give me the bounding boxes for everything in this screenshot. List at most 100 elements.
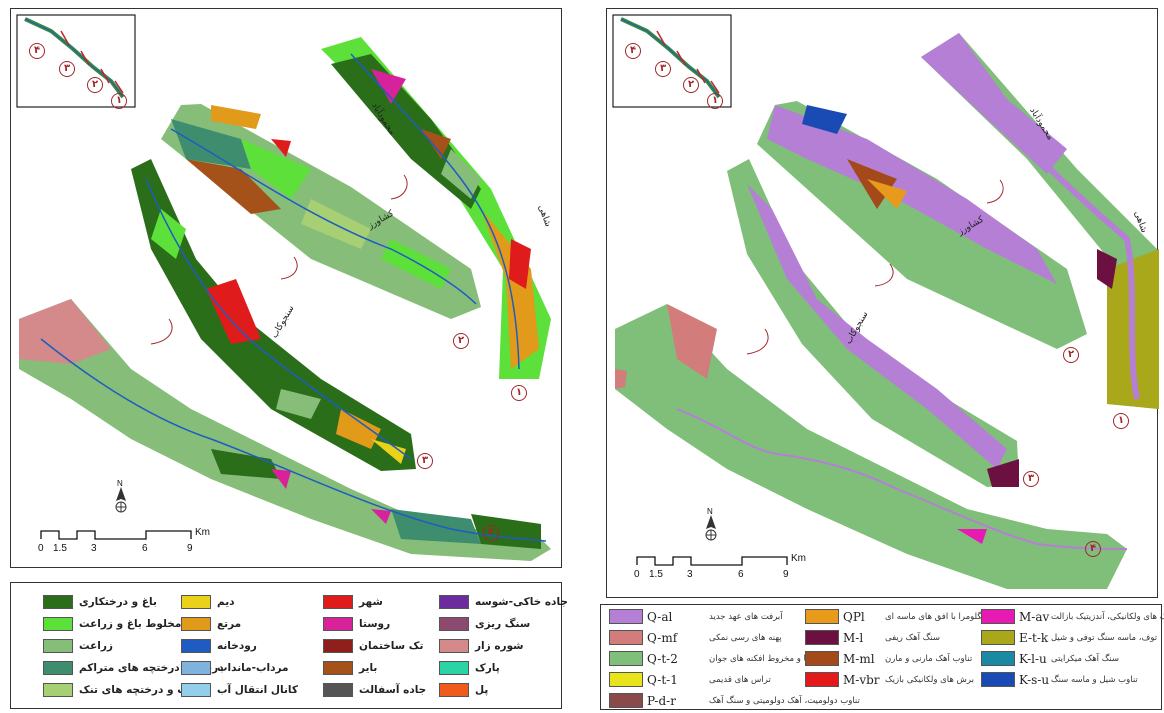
left-section-num-4: ۴ bbox=[483, 525, 499, 541]
legend-swatch bbox=[43, 661, 73, 675]
left-strip-4 bbox=[19, 299, 551, 561]
legend-code: M-ml bbox=[843, 652, 875, 666]
left-map-panel: ۴ ۳ ۲ ۱ ۱ ۲ ۳ ۴ محمودآباد کشاورز سنجوکاب… bbox=[10, 8, 562, 568]
legend-label: تک ساختمان bbox=[359, 640, 424, 652]
left-scale-tick-3: 6 bbox=[142, 543, 148, 554]
left-inset-num-1: ۱ bbox=[111, 93, 127, 109]
left-legend-item: پارک bbox=[439, 659, 500, 677]
left-legend-item: باغ و درختکاری bbox=[43, 593, 157, 611]
legend-description: تراس ها و مخروط افکنه های جوان bbox=[709, 654, 834, 664]
legend-label: باغ و درختکاری bbox=[79, 596, 157, 608]
legend-swatch bbox=[323, 617, 353, 631]
legend-swatch bbox=[43, 683, 73, 697]
left-legend-item: شهر bbox=[323, 593, 383, 611]
left-legend-item: دیم bbox=[181, 593, 235, 611]
right-map-canvas bbox=[612, 14, 1159, 589]
left-legend-item: پل bbox=[439, 681, 488, 699]
left-legend-item: زراعت bbox=[43, 637, 113, 655]
legend-description: سنگ آهک ریفی bbox=[885, 633, 941, 643]
legend-swatch bbox=[43, 595, 73, 609]
legend-swatch bbox=[609, 693, 643, 708]
left-inset-num-4: ۴ bbox=[29, 43, 45, 59]
legend-label: مرداب-مانداب bbox=[217, 662, 289, 674]
legend-label: پل bbox=[475, 684, 489, 696]
legend-code: K-s-u bbox=[1019, 673, 1050, 687]
legend-label: روستا bbox=[359, 618, 391, 630]
left-legend-item: مخلوط باغ و زراعت bbox=[43, 615, 181, 633]
right-inset-num-4: ۴ bbox=[625, 43, 641, 59]
legend-swatch bbox=[805, 630, 839, 645]
left-section-num-2: ۲ bbox=[453, 333, 469, 349]
legend-label: درخت و درختچه های تنک bbox=[79, 684, 208, 696]
left-legend-item: بایر bbox=[323, 659, 377, 677]
legend-description: کنگلومرا با افق های ماسه ای bbox=[885, 612, 989, 622]
legend-label: سنگ ریزی bbox=[475, 618, 531, 630]
legend-swatch bbox=[181, 617, 211, 631]
legend-swatch bbox=[439, 661, 469, 675]
legend-description: تناوب شیل و ماسه سنگ bbox=[1051, 675, 1138, 685]
right-inset-num-1: ۱ bbox=[707, 93, 723, 109]
legend-code: Q-t-1 bbox=[647, 673, 678, 687]
left-legend-item: تک ساختمان bbox=[323, 637, 423, 655]
left-inset-num-3: ۳ bbox=[59, 61, 75, 77]
left-north-label: N bbox=[117, 479, 123, 488]
right-section-num-4: ۴ bbox=[1085, 541, 1101, 557]
right-map-panel: ۴ ۳ ۲ ۱ ۱ ۲ ۳ ۴ محمودآباد کشاورز سنجوکاب… bbox=[606, 8, 1159, 598]
right-inset-num-2: ۲ bbox=[683, 77, 699, 93]
legend-swatch bbox=[439, 683, 469, 697]
legend-code: Q-t-2 bbox=[647, 652, 678, 666]
legend-swatch bbox=[805, 609, 839, 624]
legend-label: مرتع bbox=[217, 618, 242, 630]
right-scale-unit: Km bbox=[791, 553, 806, 564]
legend-code: Q-al bbox=[647, 610, 673, 624]
left-legend-item: مرداب-مانداب bbox=[181, 659, 289, 677]
north-arrow-icon bbox=[115, 487, 127, 513]
left-strip-1 bbox=[321, 37, 551, 379]
left-strip-2 bbox=[161, 104, 481, 319]
right-scale-tick-0: 0 bbox=[634, 569, 640, 580]
legend-swatch bbox=[323, 683, 353, 697]
right-strip-3 bbox=[727, 159, 1019, 487]
legend-code: M-vbr bbox=[843, 673, 880, 687]
legend-code: M-l bbox=[843, 631, 864, 645]
legend-swatch bbox=[181, 661, 211, 675]
left-scale-tick-1: 1.5 bbox=[53, 543, 67, 554]
left-legend-item: رودخانه bbox=[181, 637, 257, 655]
right-section-num-2: ۲ bbox=[1063, 347, 1079, 363]
legend-label: بایر bbox=[359, 662, 378, 674]
right-legend: Q-al آبرفت های عهد جدید Q-mf پهنه های رسی ن… bbox=[600, 604, 1164, 710]
legend-label: رودخانه bbox=[217, 640, 257, 652]
right-strip-1 bbox=[921, 33, 1159, 409]
legend-swatch bbox=[981, 630, 1015, 645]
right-section-num-3: ۳ bbox=[1023, 471, 1039, 487]
legend-label: جاده آسفالت bbox=[359, 684, 427, 696]
right-scale-tick-2: 3 bbox=[687, 569, 693, 580]
left-legend: باغ و درختکاری مخلوط باغ و زراعت زراعت درخت… bbox=[10, 582, 568, 709]
legend-swatch bbox=[609, 630, 643, 645]
legend-swatch bbox=[805, 651, 839, 666]
legend-label: شهر bbox=[359, 596, 383, 608]
legend-description: تناوب آهک مارنی و مارن bbox=[885, 654, 973, 664]
left-section-num-3: ۳ bbox=[417, 453, 433, 469]
legend-swatch bbox=[439, 595, 469, 609]
legend-swatch bbox=[43, 639, 73, 653]
legend-swatch bbox=[323, 639, 353, 653]
legend-swatch bbox=[981, 672, 1015, 687]
legend-code: K-l-u bbox=[1019, 652, 1047, 666]
legend-label: دیم bbox=[217, 596, 235, 608]
legend-swatch bbox=[805, 672, 839, 687]
legend-swatch bbox=[609, 672, 643, 687]
left-legend-item: جاده آسفالت bbox=[323, 681, 426, 699]
legend-swatch bbox=[323, 595, 353, 609]
legend-code: QPl bbox=[843, 610, 865, 624]
left-strip-3 bbox=[131, 159, 416, 471]
left-legend-item: کانال انتقال آب bbox=[181, 681, 298, 699]
left-legend-item: درخت و درختچه های تنک bbox=[43, 681, 207, 699]
legend-description: پهنه های رسی نمکی bbox=[709, 633, 782, 643]
right-north-label: N bbox=[707, 507, 713, 516]
left-scale-tick-4: 9 bbox=[187, 543, 193, 554]
legend-swatch bbox=[981, 609, 1015, 624]
left-legend-item: شوره زار bbox=[439, 637, 524, 655]
right-scale-tick-3: 6 bbox=[738, 569, 744, 580]
right-scale-tick-1: 1.5 bbox=[649, 569, 663, 580]
